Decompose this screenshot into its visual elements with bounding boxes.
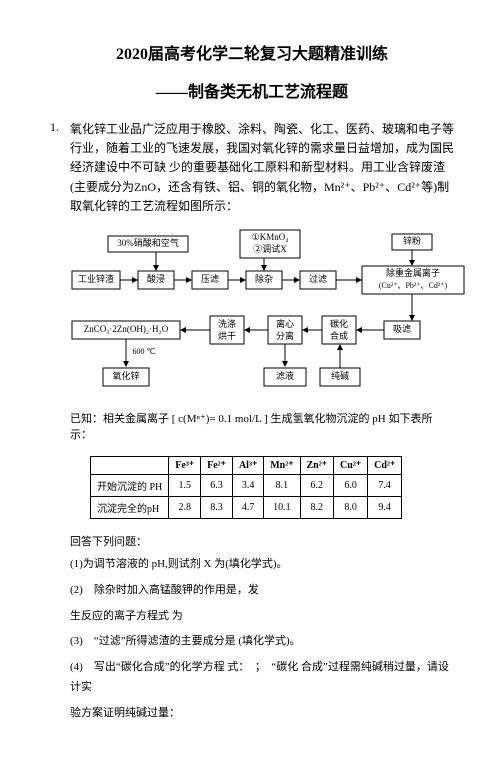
main-title: 2020届高考化学二轮复习大题精准训练 — [50, 40, 454, 64]
svg-text:烘干: 烘干 — [218, 330, 236, 341]
svg-text:分离: 分离 — [276, 330, 294, 341]
hint-text: 已知：相关金属离子 [ c(Mⁿ⁺)= 0.1 mol/L ] 生成氢氧化物沉淀… — [70, 410, 454, 442]
table-row: 开始沉淀的 PH 1.5 6.3 3.4 8.1 6.2 6.0 7.4 — [91, 474, 402, 496]
table-row: 沉淀完全的pH 2.8 8.3 4.7 10.1 8.2 8.0 9.4 — [91, 496, 402, 518]
sub-title: ——制备类无机工艺流程题 — [50, 78, 454, 102]
sub-question-2a: (2) 除杂时加入高锰酸钾的作用是，发 — [70, 581, 454, 601]
svg-text:洗涤: 洗涤 — [218, 318, 236, 329]
sub-question-1: (1)为调节溶液的 pH,则试剂 X 为(填化学式)。 — [70, 555, 454, 575]
svg-text:离心: 离心 — [276, 318, 294, 329]
question-text: 氧化锌工业品广泛应用于橡胶、涂料、陶瓷、化工、医药、玻璃和电子等行业，随着工业的… — [70, 120, 454, 216]
svg-text:碳化: 碳化 — [330, 318, 348, 329]
svg-text:(Cu²⁺、Pb²⁺、Cd²⁺): (Cu²⁺、Pb²⁺、Cd²⁺) — [379, 281, 448, 290]
svg-text:①KMnO₄: ①KMnO₄ — [252, 232, 289, 242]
svg-text:②调试X: ②调试X — [253, 243, 287, 254]
question-1: 1. 氧化锌工业品广泛应用于橡胶、涂料、陶瓷、化工、医药、玻璃和电子等行业，随着… — [50, 120, 454, 216]
sub-question-4a: (4) 写出“碳化合成”的化学方程 式： ； “碳化 合成”过程需纯碱稍过量，请… — [70, 658, 454, 698]
svg-text:滤液: 滤液 — [276, 370, 294, 381]
ph-table: Fe³⁺ Fe²⁺ Al³⁺ Mn²⁺ Zn²⁺ Cu²⁺ Cd²⁺ 开始沉淀的… — [90, 456, 402, 519]
sub-question-3: (3) “过滤”所得滤渣的主要成分是 (填化学式)。 — [70, 632, 454, 652]
svg-text:工业锌渣: 工业锌渣 — [78, 273, 114, 284]
svg-text:600 ℃: 600 ℃ — [133, 347, 156, 356]
svg-text:过滤: 过滤 — [309, 273, 327, 284]
flowchart-svg: .bx{fill:#fff;stroke:#000;stroke-width:1… — [70, 226, 470, 396]
answer-prompt: 回答下列问题： — [70, 533, 454, 549]
sub-question-2b: 生反应的离子方程式 为 — [70, 607, 454, 627]
svg-text:锌粉: 锌粉 — [403, 235, 421, 246]
svg-text:除重金属离子: 除重金属离子 — [386, 267, 440, 278]
svg-text:酸浸: 酸浸 — [147, 274, 165, 284]
svg-text:氧化锌: 氧化锌 — [112, 370, 139, 381]
sub-question-4b: 验方案证明纯碱过量： — [70, 704, 454, 724]
svg-text:吸滤: 吸滤 — [393, 323, 411, 334]
question-number: 1. — [50, 120, 70, 135]
svg-text:合成: 合成 — [330, 330, 348, 341]
svg-text:ZnCO₃·2Zn(OH)₂·H₂O: ZnCO₃·2Zn(OH)₂·H₂O — [84, 324, 169, 334]
svg-text:压滤: 压滤 — [201, 273, 219, 284]
svg-text:纯碱: 纯碱 — [331, 370, 349, 381]
flow-diagram: .bx{fill:#fff;stroke:#000;stroke-width:1… — [70, 226, 454, 396]
table-header-row: Fe³⁺ Fe²⁺ Al³⁺ Mn²⁺ Zn²⁺ Cu²⁺ Cd²⁺ — [91, 456, 402, 474]
svg-text:除杂: 除杂 — [255, 273, 273, 284]
svg-text:30%硝酸和空气: 30%硝酸和空气 — [117, 237, 179, 248]
